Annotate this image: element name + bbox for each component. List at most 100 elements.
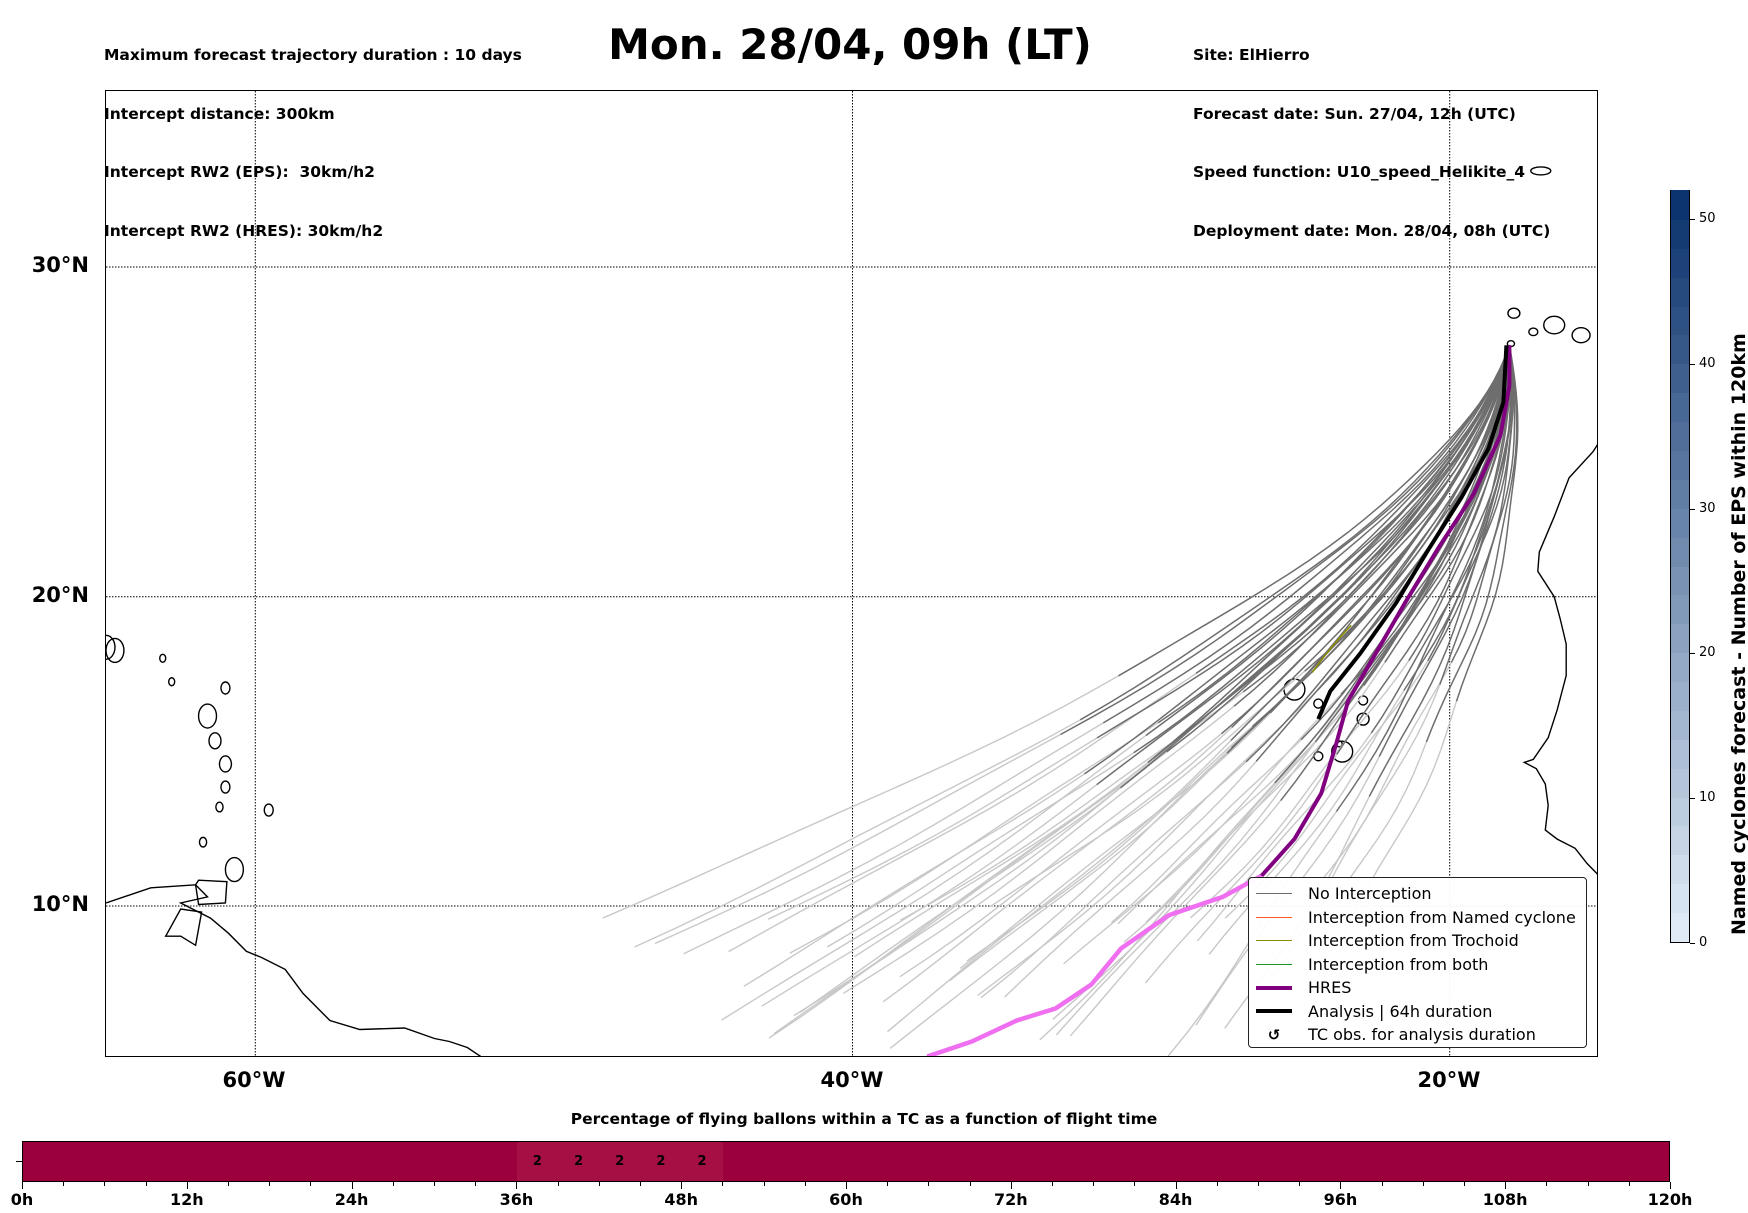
timeline-tick xyxy=(1670,1182,1671,1189)
trajectory-map[interactable] xyxy=(105,90,1598,1057)
timeline-tick xyxy=(186,1182,188,1189)
colorbar-segment xyxy=(1671,565,1689,596)
timeline-cell xyxy=(1298,1142,1340,1181)
trajectory-eps xyxy=(1450,345,1516,663)
timeline-cell xyxy=(228,1142,270,1181)
timeline-tick xyxy=(310,1182,312,1186)
timeline-y-tick xyxy=(16,1161,22,1162)
timeline-tick xyxy=(1381,1182,1383,1186)
trajectory-eps-late xyxy=(827,752,1135,948)
coast-trinidad xyxy=(194,879,228,906)
timeline-tick xyxy=(887,1182,889,1186)
gray-line-icon xyxy=(1256,893,1292,895)
timeline-cell xyxy=(187,1142,229,1181)
timeline-tick xyxy=(1340,1182,1342,1189)
colorbar-segment xyxy=(1671,391,1689,423)
colorbar-segment xyxy=(1671,189,1689,220)
island-antilles xyxy=(106,637,125,664)
colorbar-segment xyxy=(1671,853,1689,885)
timeline-tick xyxy=(1175,1182,1177,1189)
colorbar-tick xyxy=(1690,218,1695,220)
trajectory-eps xyxy=(1133,345,1511,754)
trajectory-eps-late xyxy=(959,712,1271,969)
colorbar-segment xyxy=(1671,536,1689,567)
intercept-eps-text: Intercept RW2 (EPS): 30km/h2 xyxy=(104,163,375,181)
trajectory-hres xyxy=(1260,345,1512,878)
speed-function-text: Speed function: U10_speed_Helikite_4 xyxy=(1193,163,1526,181)
colorbar-tick-label: 30 xyxy=(1699,500,1716,516)
timeline-cell xyxy=(1381,1142,1423,1181)
trajectory-eps-late xyxy=(899,733,1222,978)
timeline-tick xyxy=(640,1182,641,1186)
colorbar-segment xyxy=(1671,738,1689,769)
timeline-tick xyxy=(351,1182,353,1189)
colorbar-segment xyxy=(1671,911,1689,942)
trajectories-late xyxy=(602,660,1458,1056)
legend-item-tc-obs: ↺ TC obs. for analysis duration xyxy=(1249,1023,1586,1047)
island xyxy=(1571,327,1591,344)
trajectory-eps-late xyxy=(793,751,1168,1017)
timeline-tick xyxy=(63,1182,65,1186)
legend-item-trochoid: Interception from Trochoid xyxy=(1249,929,1586,953)
timeline-cell xyxy=(64,1142,106,1181)
timeline-tick-label: 120h xyxy=(1647,1190,1693,1209)
timeline-tick-label: 108h xyxy=(1482,1190,1528,1209)
island-antilles xyxy=(197,703,218,729)
trajectory-eps-late xyxy=(977,689,1319,997)
intercept-hres-text: Intercept RW2 (HRES): 30km/h2 xyxy=(104,221,384,240)
island-antilles xyxy=(168,677,176,687)
trajectory-eps-late xyxy=(854,757,1155,958)
colorbar-segment xyxy=(1671,882,1689,914)
timeline-cell xyxy=(928,1142,970,1181)
timeline-tick xyxy=(1422,1182,1424,1186)
site-text: Site: ElHierro xyxy=(1193,46,1310,64)
colorbar-tick xyxy=(1690,798,1695,800)
timeline-tick xyxy=(1052,1182,1053,1186)
timeline-cell xyxy=(1093,1142,1135,1181)
trajectory-eps-late xyxy=(1190,660,1410,919)
island-madeira xyxy=(1530,166,1552,176)
lon-label-40w: 40°W xyxy=(820,1068,884,1092)
island-antilles xyxy=(198,836,208,848)
colorbar-segment xyxy=(1671,449,1689,480)
timeline-tick xyxy=(145,1182,147,1186)
colorbar-segment xyxy=(1671,420,1689,451)
trajectory-eps-late xyxy=(789,722,1159,954)
green-line-icon xyxy=(1256,963,1292,965)
colorbar-segment xyxy=(1671,709,1689,740)
timeline-cell: 2 xyxy=(558,1142,600,1181)
trajectory-eps-late xyxy=(989,670,1306,908)
island-antilles xyxy=(220,780,231,794)
legend-item-no-interception: No Interception xyxy=(1249,882,1586,906)
legend-label: Interception from both xyxy=(1308,954,1489,974)
legend-item-hres: HRES xyxy=(1249,976,1586,1000)
timeline-cell xyxy=(352,1142,394,1181)
timeline-tick xyxy=(392,1182,394,1186)
island-antilles xyxy=(159,653,167,663)
timeline-tick xyxy=(1258,1182,1259,1186)
colorbar-segment xyxy=(1671,796,1689,827)
trajectory-eps xyxy=(1455,345,1519,702)
max-duration-text: Maximum forecast trajectory duration : 1… xyxy=(104,46,522,64)
trajectory-eps-late xyxy=(1224,660,1429,919)
colorbar-segment xyxy=(1671,305,1689,336)
timeline-cell xyxy=(393,1142,435,1181)
timeline-tick xyxy=(1505,1182,1507,1189)
timeline-cell xyxy=(1216,1142,1258,1181)
colorbar-segment xyxy=(1671,680,1689,711)
timeline-tick xyxy=(228,1182,229,1186)
timeline-tick-label: 72h xyxy=(993,1190,1028,1209)
trajectory-eps xyxy=(1269,345,1511,714)
trajectory-eps xyxy=(1096,345,1511,739)
coast-africa xyxy=(1522,444,1597,875)
timeline-cell xyxy=(846,1142,888,1181)
trajectory-eps-late xyxy=(683,722,1104,955)
timeline-cell xyxy=(475,1142,517,1181)
trajectory-eps-late xyxy=(1196,732,1372,942)
timeline-cell xyxy=(1257,1142,1299,1181)
deployment-date-text: Deployment date: Mon. 28/04, 08h (UTC) xyxy=(1193,221,1551,240)
timeline-cell: 2 xyxy=(516,1142,559,1181)
trajectory-eps-late xyxy=(1052,698,1353,1020)
colorbar-tick-label: 10 xyxy=(1699,790,1716,806)
